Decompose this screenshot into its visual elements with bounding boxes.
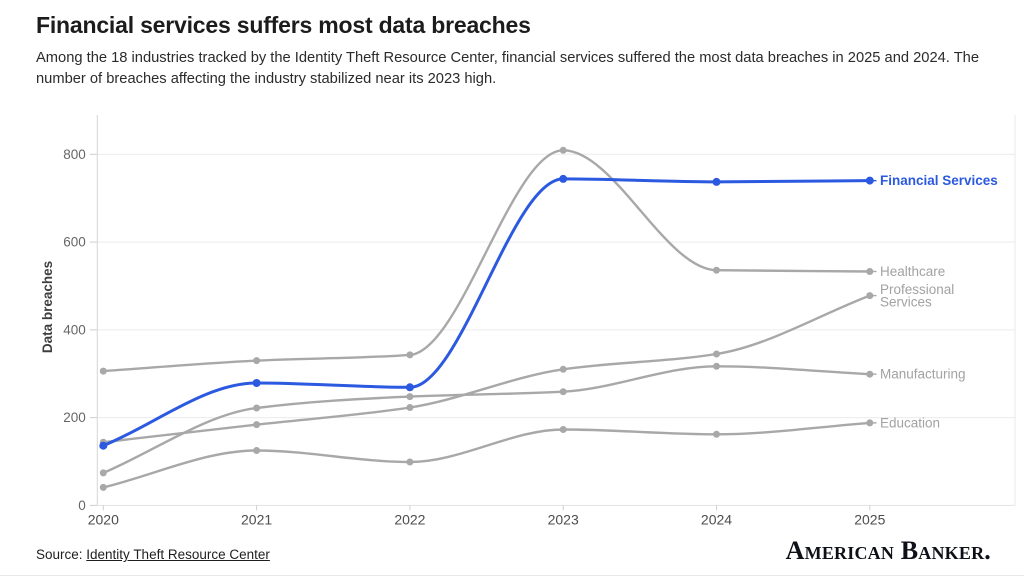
y-tick-label-200: 200 <box>63 410 86 425</box>
source-note: Source: Identity Theft Resource Center <box>36 547 270 562</box>
source-link[interactable]: Identity Theft Resource Center <box>86 547 270 562</box>
series-label-healthcare: Healthcare <box>880 264 945 279</box>
series-line-financial-services <box>101 177 872 448</box>
series-line-manufacturing <box>102 365 871 475</box>
series-dot-professional-services-2022 <box>406 404 414 411</box>
series-dot-financial-services-2023 <box>559 174 568 183</box>
series-dot-education-2024 <box>713 430 720 438</box>
series-dot-financial-services-2025 <box>865 176 874 185</box>
series-dot-manufacturing-2020 <box>99 469 107 477</box>
series-dot-healthcare-2025 <box>866 268 874 275</box>
x-tick-label-2025: 2025 <box>854 511 885 527</box>
series-dot-financial-services-2022 <box>405 383 414 392</box>
series-dot-professional-services-2023 <box>559 365 567 373</box>
series-dot-manufacturing-2022 <box>406 393 414 401</box>
series-dot-professional-services-2025 <box>866 292 874 300</box>
series-dot-manufacturing-2021 <box>253 404 261 412</box>
x-tick-label-2023: 2023 <box>548 511 579 527</box>
y-tick-label-800: 800 <box>63 147 86 162</box>
x-tick-label-2024: 2024 <box>701 511 732 527</box>
series-dot-education-2020 <box>99 483 107 491</box>
series-dot-education-2021 <box>253 447 261 454</box>
series-label-manufacturing: Manufacturing <box>880 367 966 382</box>
series-label-financial-services: Financial Services <box>880 173 998 188</box>
series-line-professional-services <box>102 294 871 444</box>
series-dot-education-2023 <box>559 426 567 433</box>
series-dot-financial-services-2020 <box>99 441 108 450</box>
series-dot-manufacturing-2024 <box>713 362 720 370</box>
series-dot-professional-services-2024 <box>713 350 720 358</box>
y-tick-label-600: 600 <box>63 235 86 250</box>
source-prefix: Source: <box>36 547 87 562</box>
series-line-healthcare <box>102 149 871 373</box>
series-dot-healthcare-2020 <box>99 367 107 375</box>
x-tick-label-2021: 2021 <box>241 511 272 527</box>
series-dot-education-2022 <box>406 458 414 466</box>
brand-logo: American Banker. <box>785 536 991 565</box>
x-tick-label-2020: 2020 <box>88 511 119 527</box>
y-axis-title: Data breaches <box>40 261 55 353</box>
chart-title: Financial services suffers most data bre… <box>36 12 531 38</box>
chart-subtitle: Among the 18 industries tracked by the I… <box>36 50 980 87</box>
x-tick-label-2022: 2022 <box>394 511 425 527</box>
series-dot-manufacturing-2025 <box>866 370 874 378</box>
series-dot-education-2025 <box>866 419 874 427</box>
series-label-education: Education <box>880 415 940 430</box>
series-dot-financial-services-2021 <box>252 379 261 387</box>
series-dot-healthcare-2022 <box>406 351 414 359</box>
series-label-professional-services: Professional Services <box>880 282 954 310</box>
series-dot-manufacturing-2023 <box>559 388 567 396</box>
series-dot-healthcare-2023 <box>559 146 567 154</box>
series-dot-professional-services-2021 <box>253 421 261 429</box>
y-tick-label-0: 0 <box>78 498 86 513</box>
series-line-education <box>102 421 871 489</box>
y-tick-label-400: 400 <box>63 322 86 337</box>
series-dot-healthcare-2021 <box>253 357 261 365</box>
series-dot-healthcare-2024 <box>713 266 720 274</box>
series-dot-financial-services-2024 <box>712 177 721 186</box>
